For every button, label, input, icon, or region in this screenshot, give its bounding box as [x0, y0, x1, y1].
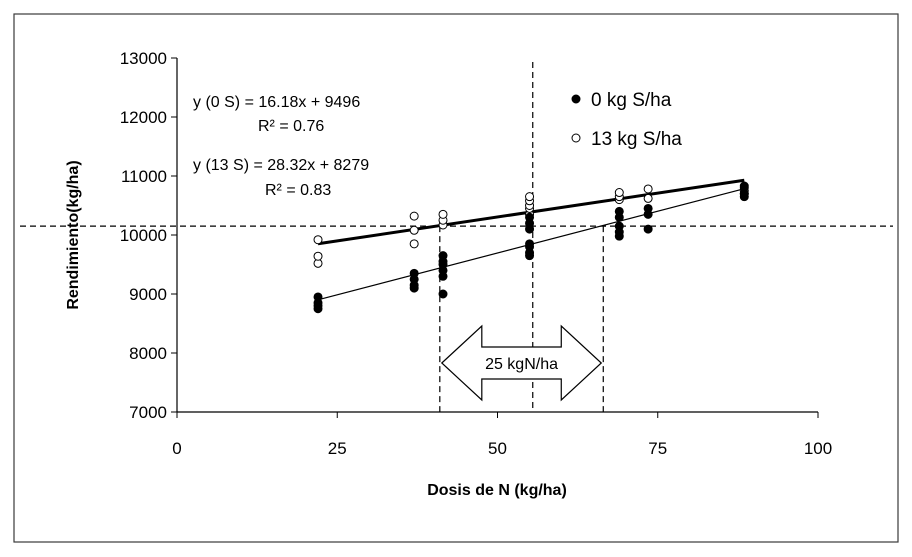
- equation-13s: y (13 S) = 28.32x + 8279: [193, 157, 369, 174]
- y-tick-label: 7000: [129, 403, 167, 422]
- data-points: [313, 181, 749, 314]
- data-point-0s: [739, 181, 749, 191]
- data-point-13s: [438, 209, 448, 219]
- y-axis-title: Rendimiento(kg/ha): [65, 160, 82, 309]
- data-point-13s: [313, 251, 323, 261]
- data-point-13s: [409, 225, 419, 235]
- data-point-0s: [614, 221, 624, 231]
- dose-difference-arrow: 25 kgN/ha: [440, 324, 603, 402]
- y-tick-label: 13000: [120, 49, 167, 68]
- data-point-0s: [643, 203, 653, 213]
- arrow-label: 25 kgN/ha: [485, 356, 558, 373]
- data-point-13s: [409, 211, 419, 221]
- x-tick-label: 50: [488, 439, 507, 458]
- axes: 7000 8000 9000 10000 11000 12000 13000 0 25 50 75 1…: [120, 49, 832, 458]
- legend-label-0s: 0 kg S/ha: [591, 90, 672, 111]
- y-tick-label: 8000: [129, 344, 167, 363]
- legend-marker-13s: [571, 133, 581, 143]
- legend-label-13s: 13 kg S/ha: [591, 129, 682, 150]
- legend-marker-0s: [571, 94, 581, 104]
- y-tick-label: 11000: [121, 167, 167, 186]
- data-point-13s: [614, 188, 624, 198]
- y-tick-label: 12000: [120, 108, 167, 127]
- data-point-13s: [525, 192, 535, 202]
- r2-0s: R² = 0.76: [258, 118, 324, 135]
- data-point-13s: [313, 235, 323, 245]
- double-arrow-icon: [440, 324, 603, 402]
- data-point-0s: [409, 268, 419, 278]
- x-tick-label: 0: [172, 439, 181, 458]
- data-point-0s: [525, 239, 535, 249]
- x-tick-label: 25: [328, 439, 347, 458]
- data-point-0s: [438, 289, 448, 299]
- data-point-0s: [438, 251, 448, 261]
- data-point-13s: [643, 184, 653, 194]
- chart-frame: [13, 13, 899, 543]
- data-point-0s: [525, 212, 535, 222]
- x-tick-label: 75: [648, 439, 667, 458]
- data-point-0s: [643, 224, 653, 234]
- x-axis-title: Dosis de N (kg/ha): [427, 482, 567, 499]
- x-tick-label: 100: [804, 439, 832, 458]
- r2-13s: R² = 0.83: [265, 182, 331, 199]
- equation-0s: y (0 S) = 16.18x + 9496: [193, 94, 360, 111]
- data-point-13s: [409, 239, 419, 249]
- legend: 0 kg S/ha 13 kg S/ha: [571, 90, 682, 150]
- data-point-13s: [643, 193, 653, 203]
- data-point-0s: [313, 292, 323, 302]
- y-tick-label: 10000: [120, 226, 167, 245]
- data-point-0s: [614, 206, 624, 216]
- y-tick-label: 9000: [129, 285, 167, 304]
